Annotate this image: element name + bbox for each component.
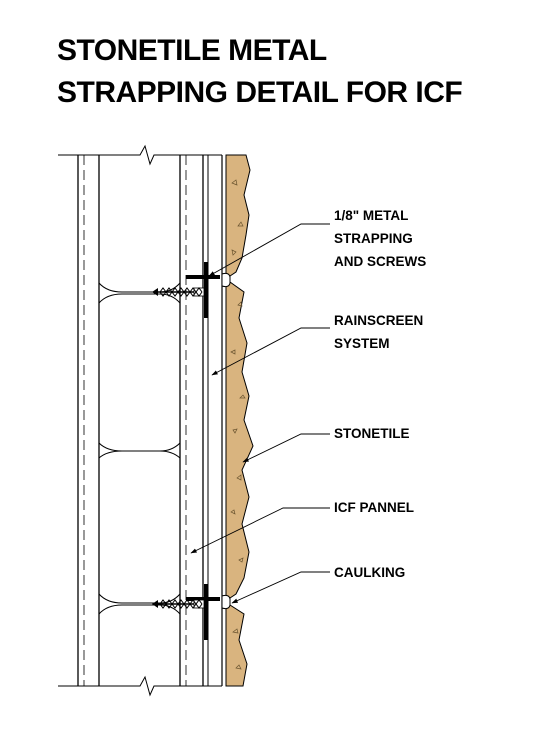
- callout-metal-strapping-line-1: 1/8" METAL: [334, 208, 408, 223]
- callout-stonetile: STONETILE: [334, 426, 410, 441]
- metal-strap-upper: [152, 262, 220, 318]
- callout-metal-strapping: 1/8" METAL STRAPPING AND SCREWS: [334, 208, 426, 269]
- callout-stonetile-line-1: STONETILE: [334, 426, 410, 441]
- callout-metal-strapping-line-3: AND SCREWS: [334, 254, 426, 269]
- callout-icf-panel: ICF PANNEL: [334, 500, 414, 515]
- callout-rainscreen: RAINSCREEN SYSTEM: [334, 313, 427, 351]
- metal-strap-lower: [152, 584, 220, 640]
- leader-lines: [190, 223, 330, 604]
- title-line-1: STONETILE METAL: [57, 34, 327, 67]
- top-break-line: [58, 144, 222, 166]
- stonetile-veneer: [225, 154, 254, 687]
- callout-caulking-line-1: CAULKING: [334, 565, 405, 580]
- callout-rainscreen-line-2: SYSTEM: [334, 336, 390, 351]
- callout-rainscreen-line-1: RAINSCREEN: [334, 313, 423, 328]
- bottom-break-line: [58, 675, 222, 697]
- caulking-bead-upper: [221, 272, 231, 288]
- leader-stonetile: [242, 433, 330, 463]
- diagram-title: STONETILE METAL STRAPPING DETAIL FOR ICF: [57, 30, 463, 114]
- leader-rainscreen: [211, 327, 330, 376]
- callout-metal-strapping-line-2: STRAPPING: [334, 231, 413, 246]
- leader-icf-panel: [190, 507, 330, 554]
- leader-metal-strapping: [208, 223, 330, 277]
- leader-caulking: [231, 571, 330, 604]
- title-line-2: STRAPPING DETAIL FOR ICF: [57, 76, 463, 109]
- aggregate-marks: [230, 179, 246, 670]
- icf-web-ties: [98, 282, 181, 615]
- callout-icf-panel-line-1: ICF PANNEL: [334, 500, 414, 515]
- caulking-bead-lower: [221, 594, 231, 610]
- callout-caulking: CAULKING: [334, 565, 405, 580]
